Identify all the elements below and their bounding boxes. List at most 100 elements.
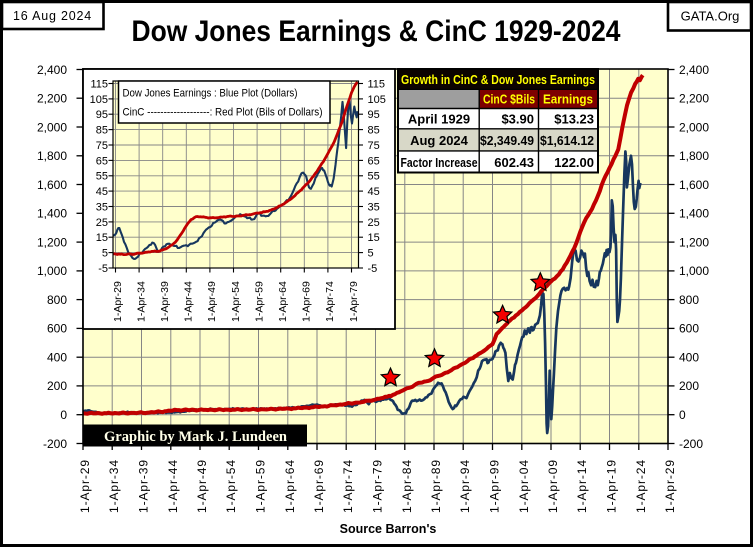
svg-text:-200: -200 — [679, 437, 703, 451]
svg-text:25: 25 — [368, 217, 380, 229]
svg-text:800: 800 — [679, 293, 699, 307]
svg-text:$1,614.12: $1,614.12 — [540, 133, 594, 148]
svg-text:1,400: 1,400 — [37, 207, 67, 221]
svg-text:1-Apr-09: 1-Apr-09 — [546, 459, 560, 513]
svg-text:5: 5 — [102, 248, 108, 260]
svg-text:2,200: 2,200 — [37, 92, 67, 106]
svg-text:1-Apr-39: 1-Apr-39 — [137, 459, 151, 513]
svg-text:35: 35 — [368, 201, 380, 213]
svg-text:Source Barron's: Source Barron's — [340, 522, 437, 536]
svg-text:105: 105 — [368, 94, 386, 106]
svg-text:-5: -5 — [98, 263, 108, 275]
svg-text:Dow Jones Earnings & CinC 1929: Dow Jones Earnings & CinC 1929-2024 — [132, 15, 621, 48]
svg-text:1-Apr-49: 1-Apr-49 — [206, 281, 218, 322]
svg-text:1-Apr-19: 1-Apr-19 — [605, 459, 619, 513]
svg-text:85: 85 — [96, 125, 108, 137]
svg-text:1-Apr-59: 1-Apr-59 — [254, 459, 268, 513]
svg-text:85: 85 — [368, 125, 380, 137]
svg-text:115: 115 — [90, 78, 108, 90]
svg-text:1-Apr-59: 1-Apr-59 — [253, 281, 265, 322]
svg-text:800: 800 — [47, 293, 67, 307]
svg-text:1-Apr-84: 1-Apr-84 — [400, 459, 414, 513]
svg-text:2,200: 2,200 — [679, 92, 709, 106]
svg-text:1-Apr-29: 1-Apr-29 — [78, 459, 92, 513]
svg-text:1-Apr-74: 1-Apr-74 — [324, 281, 336, 322]
svg-text:35: 35 — [96, 201, 108, 213]
svg-text:0: 0 — [679, 408, 686, 422]
svg-text:1-Apr-44: 1-Apr-44 — [166, 459, 180, 513]
svg-text:1-Apr-54: 1-Apr-54 — [230, 281, 242, 322]
svg-text:95: 95 — [96, 109, 108, 121]
svg-text:5: 5 — [368, 248, 374, 260]
svg-text:1-Apr-24: 1-Apr-24 — [634, 459, 648, 513]
svg-text:602.43: 602.43 — [494, 155, 534, 170]
svg-text:1-Apr-04: 1-Apr-04 — [517, 459, 531, 513]
svg-text:1,200: 1,200 — [679, 235, 709, 249]
svg-text:400: 400 — [679, 351, 699, 365]
svg-text:75: 75 — [368, 140, 380, 152]
svg-text:1-Apr-34: 1-Apr-34 — [135, 281, 147, 322]
svg-text:75: 75 — [96, 140, 108, 152]
svg-text:1-Apr-64: 1-Apr-64 — [277, 281, 289, 322]
svg-text:1-Apr-29: 1-Apr-29 — [112, 281, 124, 322]
svg-text:-200: -200 — [43, 437, 67, 451]
svg-text:1-Apr-54: 1-Apr-54 — [224, 459, 238, 513]
svg-text:1-Apr-49: 1-Apr-49 — [195, 459, 209, 513]
svg-text:April 1929: April 1929 — [408, 112, 470, 127]
svg-text:CinC $Bils: CinC $Bils — [483, 92, 535, 107]
svg-text:1-Apr-74: 1-Apr-74 — [341, 459, 355, 513]
svg-text:1,200: 1,200 — [37, 235, 67, 249]
svg-text:1-Apr-39: 1-Apr-39 — [159, 281, 171, 322]
svg-text:1-Apr-79: 1-Apr-79 — [348, 281, 360, 322]
svg-text:15: 15 — [96, 232, 108, 244]
svg-text:Earnings: Earnings — [543, 92, 593, 107]
svg-text:Growth in CinC & Dow Jones Ear: Growth in CinC & Dow Jones Earnings — [401, 72, 595, 87]
svg-text:16 Aug 2024: 16 Aug 2024 — [13, 9, 92, 23]
svg-text:Graphic by Mark J. Lundeen: Graphic by Mark J. Lundeen — [104, 429, 288, 445]
svg-text:105: 105 — [90, 94, 108, 106]
svg-text:2,000: 2,000 — [37, 120, 67, 134]
svg-text:65: 65 — [96, 155, 108, 167]
svg-text:1,000: 1,000 — [679, 264, 709, 278]
svg-text:-5: -5 — [368, 263, 378, 275]
svg-text:1-Apr-34: 1-Apr-34 — [107, 459, 121, 513]
svg-text:600: 600 — [679, 322, 699, 336]
svg-text:1,400: 1,400 — [679, 207, 709, 221]
svg-text:115: 115 — [368, 78, 386, 90]
svg-text:1-Apr-29: 1-Apr-29 — [663, 459, 677, 513]
svg-text:55: 55 — [96, 171, 108, 183]
svg-text:1-Apr-64: 1-Apr-64 — [283, 459, 297, 513]
svg-text:400: 400 — [47, 351, 67, 365]
svg-text:CinC -------------------: Red: CinC -------------------: Red Plot (Bils… — [123, 107, 323, 119]
svg-text:$3.90: $3.90 — [501, 112, 534, 127]
svg-text:600: 600 — [47, 322, 67, 336]
svg-text:122.00: 122.00 — [554, 155, 594, 170]
svg-text:2,000: 2,000 — [679, 120, 709, 134]
svg-text:1-Apr-69: 1-Apr-69 — [312, 459, 326, 513]
svg-text:1-Apr-79: 1-Apr-79 — [371, 459, 385, 513]
svg-text:1-Apr-69: 1-Apr-69 — [301, 281, 313, 322]
svg-text:GATA.Org: GATA.Org — [681, 9, 740, 24]
svg-text:1,800: 1,800 — [37, 149, 67, 163]
svg-text:95: 95 — [368, 109, 380, 121]
svg-text:Factor Increase: Factor Increase — [401, 155, 478, 170]
svg-text:1-Apr-89: 1-Apr-89 — [429, 459, 443, 513]
svg-text:1,000: 1,000 — [37, 264, 67, 278]
svg-text:1,600: 1,600 — [37, 178, 67, 192]
svg-text:200: 200 — [679, 379, 699, 393]
svg-text:15: 15 — [368, 232, 380, 244]
svg-text:25: 25 — [96, 217, 108, 229]
svg-text:1,800: 1,800 — [679, 149, 709, 163]
svg-text:Aug 2024: Aug 2024 — [410, 133, 469, 148]
svg-text:1-Apr-99: 1-Apr-99 — [488, 459, 502, 513]
svg-text:2,400: 2,400 — [679, 63, 709, 77]
svg-text:200: 200 — [47, 379, 67, 393]
svg-text:0: 0 — [60, 408, 67, 422]
svg-text:1,600: 1,600 — [679, 178, 709, 192]
svg-text:45: 45 — [368, 186, 380, 198]
svg-text:Dow Jones Earnings : Blue Plot: Dow Jones Earnings : Blue Plot (Dollars) — [123, 88, 298, 100]
svg-text:65: 65 — [368, 155, 380, 167]
svg-text:$2,349.49: $2,349.49 — [480, 133, 534, 148]
svg-text:$13.23: $13.23 — [554, 112, 594, 127]
svg-text:45: 45 — [96, 186, 108, 198]
